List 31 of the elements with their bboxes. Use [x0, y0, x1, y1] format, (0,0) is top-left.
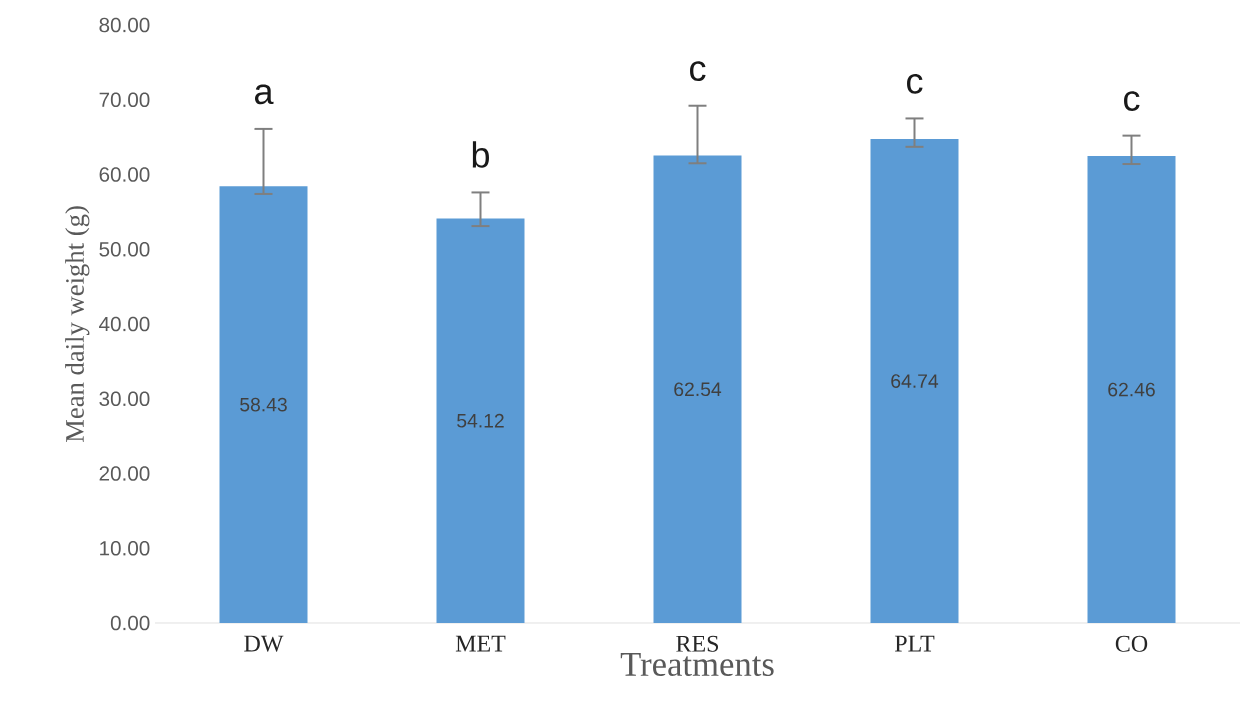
x-tick-label: CO	[1115, 635, 1148, 652]
data-label: 58.43	[240, 397, 287, 412]
bar	[436, 218, 525, 623]
x-axis-title: Treatments	[620, 652, 774, 677]
annotation: a	[255, 84, 274, 105]
y-tick-label: 0.00	[110, 615, 150, 631]
bar	[1087, 156, 1176, 623]
y-tick-label: 10.00	[100, 540, 150, 556]
y-tick-label: 50.00	[99, 241, 150, 257]
bar	[653, 155, 742, 623]
y-axis-title: Mean daily weight (g)	[65, 206, 90, 443]
data-label: 62.46	[1108, 382, 1155, 397]
y-tick-label: 70.00	[99, 92, 150, 108]
x-tick-label: MET	[455, 635, 506, 652]
data-label: 62.54	[674, 382, 722, 397]
x-tick-label: PLT	[894, 635, 935, 652]
data-label: 54.12	[457, 413, 504, 428]
annotation: c	[1124, 91, 1140, 111]
x-tick-label: DW	[244, 635, 284, 652]
annotation: c	[907, 73, 923, 94]
bar	[870, 139, 959, 623]
y-tick-label: 60.00	[99, 167, 150, 182]
annotation: b	[472, 141, 489, 168]
annotation: c	[690, 61, 706, 82]
y-tick-label: 30.00	[99, 391, 150, 407]
y-tick-label: 80.00	[99, 17, 150, 33]
x-tick-label: RES	[676, 635, 719, 652]
y-tick-label: 20.00	[99, 466, 150, 481]
y-tick-label: 40.00	[99, 316, 150, 332]
bar	[219, 186, 308, 623]
data-label: 64.74	[891, 374, 939, 388]
